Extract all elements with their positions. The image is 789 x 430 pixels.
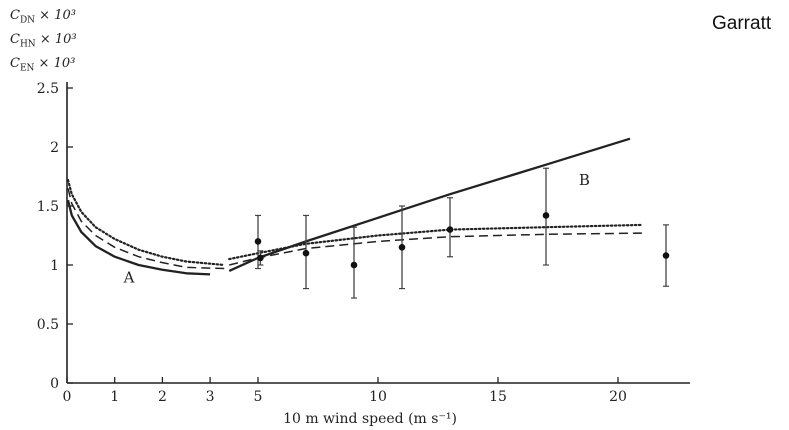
y-tick-label: 0.5 — [37, 317, 59, 333]
x-tick-label: 0 — [63, 389, 72, 405]
y-tick-label: 0 — [50, 376, 59, 392]
x-tick-label: 20 — [609, 389, 627, 405]
x-tick-label: 5 — [254, 389, 263, 405]
series-line-dashed-5 — [229, 232, 643, 266]
y-tick-label: 2 — [50, 140, 59, 156]
data-point — [446, 226, 454, 233]
y-tick-label: 1.5 — [37, 199, 59, 215]
annotation-b: B — [579, 171, 590, 189]
annotation-a: A — [123, 269, 135, 287]
data-point — [542, 212, 550, 219]
x-tick-label: 3 — [206, 389, 215, 405]
x-tick-label: 2 — [158, 389, 167, 405]
x-axis-label: 10 m wind speed (m s⁻¹) — [283, 411, 457, 427]
data-point — [257, 254, 264, 262]
data-point — [398, 244, 406, 251]
series-line-dotted-1 — [66, 178, 226, 267]
y-tick-label: 1 — [50, 258, 59, 274]
series-line-dotted-4 — [228, 223, 644, 261]
y-label-cen: CEN × 10³ — [10, 56, 76, 74]
data-point — [662, 252, 670, 259]
data-point — [254, 238, 262, 245]
series-line-solid-0 — [66, 199, 211, 276]
series-line-dashed-2 — [67, 188, 225, 270]
y-label-chn: CHN × 10³ — [10, 32, 77, 50]
y-label-cdn: CDN × 10³ — [10, 8, 76, 26]
x-tick-label: 1 — [110, 389, 119, 405]
x-tick-label: 10 — [369, 389, 387, 405]
author-credit: Garratt — [712, 13, 772, 34]
x-tick-label: 15 — [489, 389, 507, 405]
data-point — [302, 249, 310, 257]
y-tick-label: 2.5 — [37, 81, 59, 97]
data-point — [350, 261, 358, 269]
